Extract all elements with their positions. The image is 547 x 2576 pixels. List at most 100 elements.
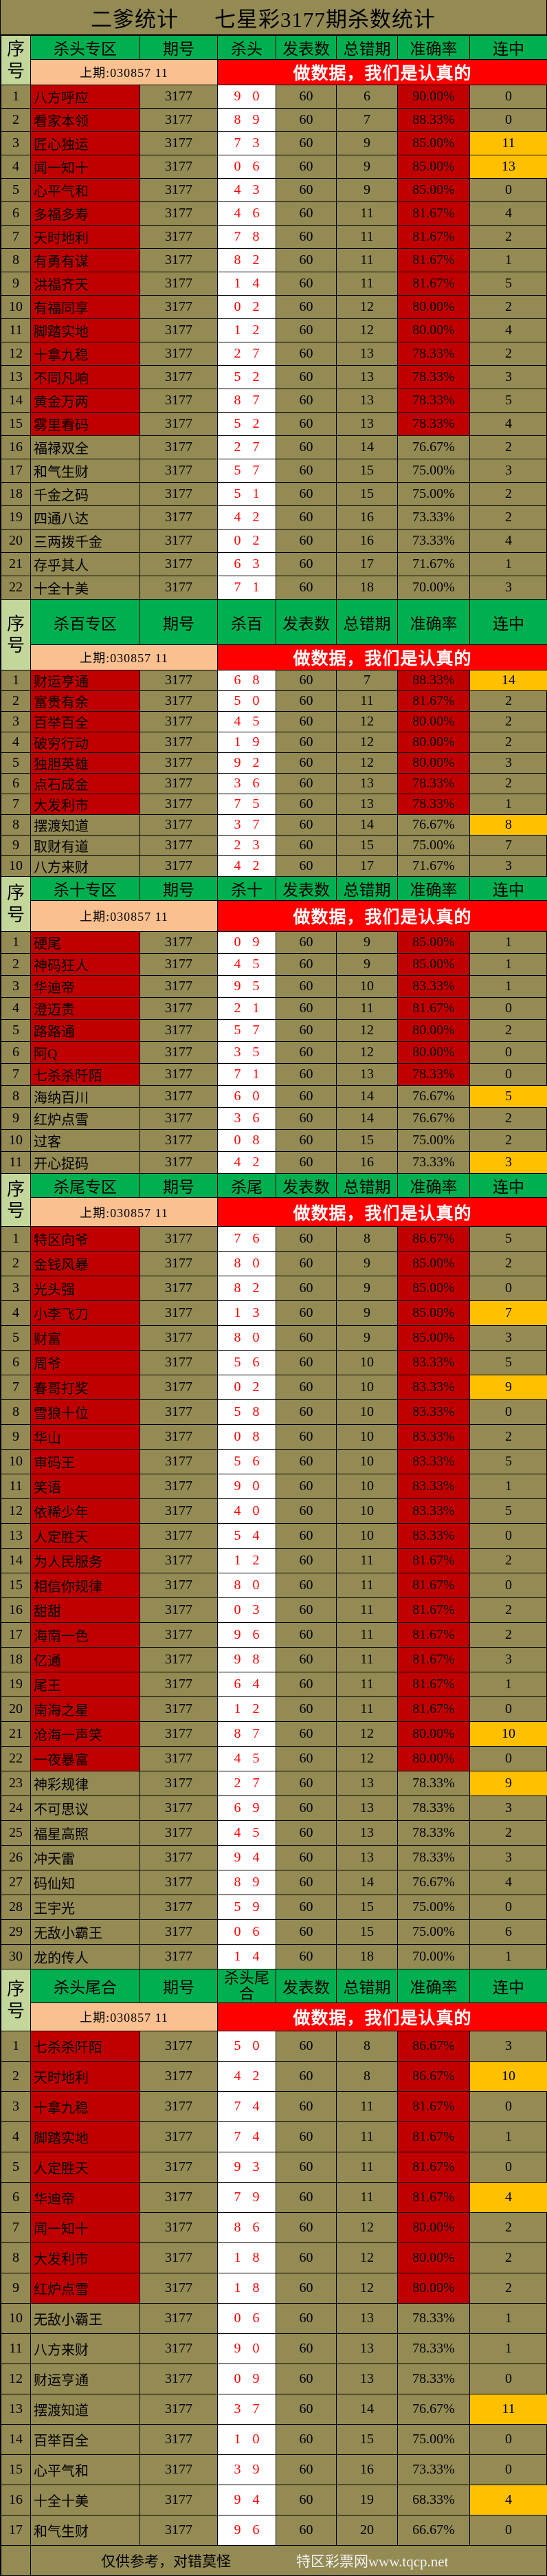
streak: 3: [470, 1152, 547, 1174]
row-seq: 21: [1, 553, 31, 576]
streak: 1: [470, 1474, 547, 1499]
kill-numbers: 7 9: [218, 2183, 276, 2213]
kill-numbers: 0 2: [218, 296, 276, 319]
error-count: 13: [337, 2364, 398, 2394]
row-seq: 12: [1, 1499, 31, 1524]
kill-numbers: 9 0: [218, 2334, 276, 2364]
period: 3177: [140, 1598, 218, 1623]
error-count: 9: [337, 1326, 398, 1351]
kill-numbers: 7 4: [218, 2122, 276, 2152]
kill-numbers: 0 6: [218, 2304, 276, 2334]
period: 3177: [140, 1870, 218, 1895]
row-seq: 2: [1, 954, 31, 976]
published-count: 60: [276, 85, 337, 109]
error-count: 13: [337, 366, 398, 389]
kill-numbers: 3 7: [218, 815, 276, 836]
published-count: 60: [276, 389, 337, 413]
row-seq: 5: [1, 2152, 31, 2183]
error-count: 16: [337, 2455, 398, 2485]
period: 3177: [140, 794, 218, 815]
published-count: 60: [276, 459, 337, 483]
row-seq: 1: [1, 85, 31, 109]
error-count: 13: [337, 2304, 398, 2334]
streak: 2: [470, 436, 547, 459]
published-count: 60: [276, 1252, 337, 1276]
kill-numbers: 8 7: [218, 389, 276, 413]
errors-header: 总错期: [337, 877, 398, 901]
kill-numbers: 7 1: [218, 576, 276, 600]
published-count: 60: [276, 954, 337, 976]
error-count: 13: [337, 1064, 398, 1086]
kill-numbers: 0 6: [218, 155, 276, 179]
seq-header: 序号: [1, 36, 31, 85]
error-count: 7: [337, 109, 398, 132]
predictor-name: 雪狼十位: [31, 1400, 140, 1425]
error-count: 10: [337, 1425, 398, 1450]
error-count: 9: [337, 1252, 398, 1276]
footer-site[interactable]: 特区彩票网www.tqcp.net: [296, 2551, 448, 2571]
error-count: 11: [337, 1672, 398, 1697]
slogan-banner: 做数据，我们是认真的: [218, 60, 547, 85]
published-count: 60: [276, 413, 337, 436]
error-count: 11: [337, 1697, 398, 1722]
accuracy: 85.00%: [398, 1301, 470, 1326]
predictor-name: 财运亨通: [31, 670, 140, 691]
period: 3177: [140, 2152, 218, 2183]
kill-numbers: 3 5: [218, 1042, 276, 1064]
row-seq: 10: [1, 2304, 31, 2334]
seq-header: 序号: [1, 1969, 31, 2031]
streak-header: 连中: [470, 600, 547, 645]
error-count: 12: [337, 1042, 398, 1064]
previous-draw: 上期:030857 11: [31, 901, 218, 932]
kill-numbers: 1 0: [218, 2425, 276, 2455]
kill-numbers: 0 8: [218, 1425, 276, 1450]
published-count: 60: [276, 1573, 337, 1598]
published-count: 60: [276, 1672, 337, 1697]
predictor-name: 十拿九稳: [31, 2092, 140, 2122]
accuracy: 75.00%: [398, 1130, 470, 1152]
period: 3177: [140, 1722, 218, 1747]
predictor-name: 相信你规律: [31, 1573, 140, 1598]
period: 3177: [140, 836, 218, 856]
predictor-name: 摆渡知道: [31, 2394, 140, 2425]
period: 3177: [140, 1130, 218, 1152]
period: 3177: [140, 954, 218, 976]
accuracy: 70.00%: [398, 1945, 470, 1969]
predictor-name: 八方呼应: [31, 85, 140, 109]
section-header: 序号杀百专区期号杀百发表数总错期准确率连中: [1, 600, 547, 645]
row-seq: 6: [1, 1351, 31, 1375]
kill-numbers: 4 6: [218, 202, 276, 226]
slogan-banner: 做数据，我们是认真的: [218, 645, 547, 670]
row-seq: 4: [1, 2122, 31, 2152]
error-count: 18: [337, 576, 398, 600]
row-seq: 3: [1, 712, 31, 732]
published-count: 60: [276, 1326, 337, 1351]
kill-numbers: 8 2: [218, 249, 276, 272]
error-count: 13: [337, 413, 398, 436]
predictor-name: 百举百全: [31, 712, 140, 732]
error-count: 11: [337, 2152, 398, 2183]
accuracy: 80.00%: [398, 2273, 470, 2304]
published-count: 60: [276, 1895, 337, 1920]
predictor-name: 南海之星: [31, 1697, 140, 1722]
accuracy: 86.67%: [398, 1227, 470, 1252]
accuracy: 81.67%: [398, 998, 470, 1020]
published-count: 60: [276, 1846, 337, 1870]
period: 3177: [140, 732, 218, 753]
streak: 2: [470, 342, 547, 366]
period: 3177: [140, 2092, 218, 2122]
predictor-name: 财富: [31, 1326, 140, 1351]
